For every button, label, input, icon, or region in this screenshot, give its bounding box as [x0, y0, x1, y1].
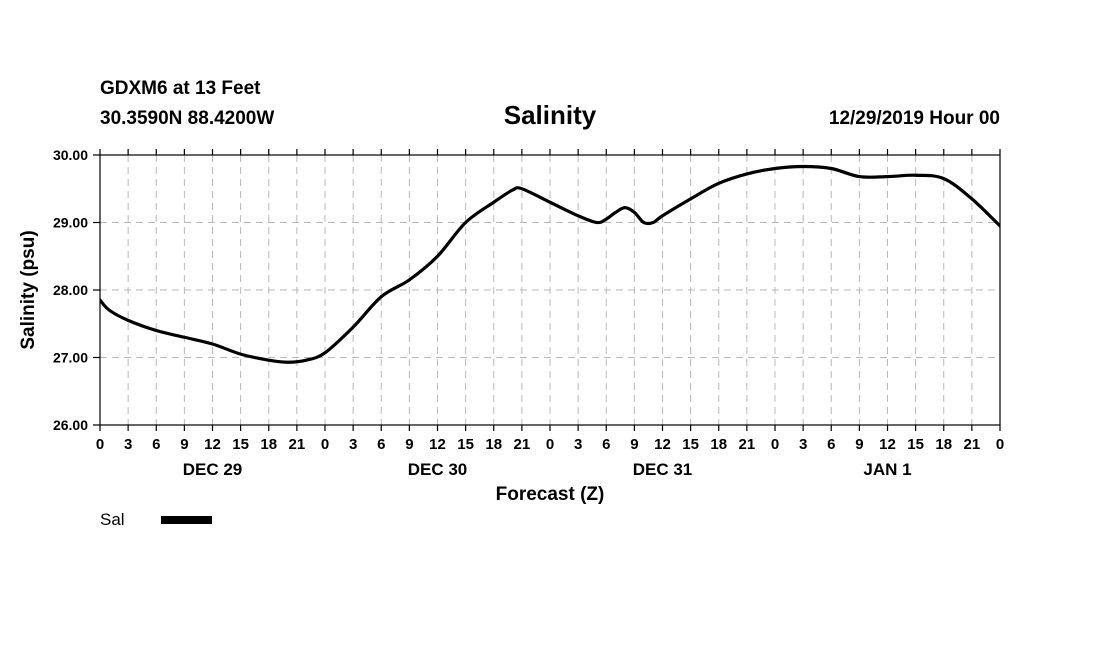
y-tick-label: 27.00	[53, 350, 88, 366]
x-tick-label: 3	[349, 436, 357, 453]
x-tick-label: 9	[855, 436, 863, 453]
day-label: DEC 29	[183, 460, 243, 479]
x-tick-label: 3	[124, 436, 132, 453]
x-tick-label: 15	[907, 436, 924, 453]
x-tick-label: 6	[152, 436, 160, 453]
legend-swatch	[161, 516, 212, 524]
day-label: DEC 31	[633, 460, 693, 479]
legend-label: Sal	[100, 510, 125, 529]
x-tick-label: 12	[654, 436, 671, 453]
x-tick-label: 0	[996, 436, 1004, 453]
x-tick-label: 18	[260, 436, 277, 453]
x-tick-label: 6	[602, 436, 610, 453]
x-tick-label: 15	[457, 436, 474, 453]
axis-ticks	[93, 149, 1001, 431]
x-tick-label: 3	[799, 436, 807, 453]
day-label: JAN 1	[863, 460, 911, 479]
x-axis-title: Forecast (Z)	[496, 484, 605, 505]
x-tick-label: 0	[771, 436, 779, 453]
x-tick-label: 12	[429, 436, 446, 453]
y-tick-label: 28.00	[53, 282, 88, 298]
y-tick-label: 26.00	[53, 417, 88, 433]
y-axis-title: Salinity (psu)	[18, 230, 39, 349]
y-tick-label: 29.00	[53, 215, 88, 231]
x-tick-label: 21	[739, 436, 756, 453]
x-tick-label: 21	[289, 436, 306, 453]
x-tick-label: 18	[710, 436, 727, 453]
x-tick-label: 0	[96, 436, 104, 453]
x-tick-label: 15	[232, 436, 249, 453]
chart-title: Salinity	[504, 100, 597, 130]
x-tick-label: 21	[514, 436, 531, 453]
grid-lines	[100, 155, 1000, 425]
x-tick-label: 9	[405, 436, 413, 453]
y-tick-label: 30.00	[53, 147, 88, 163]
x-tick-label: 9	[630, 436, 638, 453]
x-tick-label: 12	[204, 436, 221, 453]
x-tick-label: 9	[180, 436, 188, 453]
x-tick-label: 15	[682, 436, 699, 453]
coordinates-label: 30.3590N 88.4200W	[100, 108, 274, 129]
x-tick-label: 18	[485, 436, 502, 453]
x-tick-label: 0	[546, 436, 554, 453]
day-label: DEC 30	[408, 460, 468, 479]
forecast-date: 12/29/2019 Hour 00	[829, 108, 1000, 129]
series-line-sal	[100, 164, 1000, 364]
plot-frame	[99, 154, 1001, 426]
day-labels: DEC 29 DEC 30 DEC 31 JAN 1	[183, 460, 912, 479]
x-tick-labels: 0 3 6 9 12 15 18 21 0 3 6 9 12 15 18 21 0 3 6 9 12 15 18 21 0 3 6 9…	[96, 436, 1004, 453]
x-tick-label: 3	[574, 436, 582, 453]
x-tick-label: 6	[827, 436, 835, 453]
x-tick-label: 6	[377, 436, 385, 453]
x-tick-label: 0	[321, 436, 329, 453]
x-tick-label: 21	[964, 436, 981, 453]
series-layer	[100, 164, 1000, 364]
legend: Sal	[100, 510, 212, 529]
x-tick-label: 12	[879, 436, 896, 453]
y-tick-labels: 26.00 27.00 28.00 29.00 30.00	[53, 147, 88, 433]
x-tick-label: 18	[935, 436, 952, 453]
station-label: GDXM6 at 13 Feet	[100, 78, 261, 99]
